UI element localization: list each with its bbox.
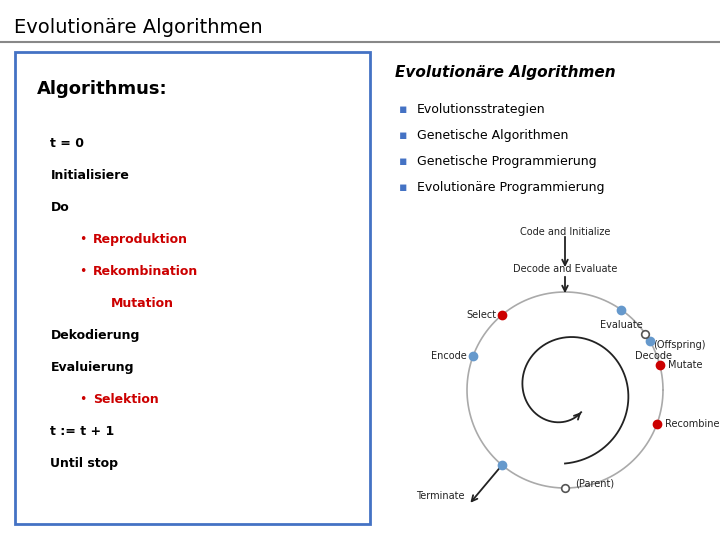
Text: Decode and Evaluate: Decode and Evaluate [513, 264, 617, 274]
FancyBboxPatch shape [15, 52, 370, 524]
Text: Select: Select [466, 310, 496, 320]
Text: Mutate: Mutate [667, 360, 702, 370]
Text: Algorithmus:: Algorithmus: [37, 80, 168, 98]
Text: Evaluate: Evaluate [600, 320, 642, 330]
Text: Evolutionsstrategien: Evolutionsstrategien [417, 103, 546, 116]
Text: Recombine: Recombine [665, 418, 719, 429]
Text: Code and Initialize: Code and Initialize [520, 227, 610, 237]
Text: •: • [79, 265, 86, 278]
Text: Selektion: Selektion [93, 393, 159, 406]
Text: t := t + 1: t := t + 1 [50, 425, 114, 438]
Text: Evolutionäre Algorithmen: Evolutionäre Algorithmen [395, 65, 616, 80]
Text: Initialisiere: Initialisiere [50, 169, 130, 182]
Text: Evolutionäre Programmierung: Evolutionäre Programmierung [417, 181, 605, 194]
Text: ▪: ▪ [399, 103, 408, 116]
Text: ▪: ▪ [399, 129, 408, 142]
Text: ▪: ▪ [399, 155, 408, 168]
Text: Dekodierung: Dekodierung [50, 329, 140, 342]
Text: Evolutionäre Algorithmen: Evolutionäre Algorithmen [14, 18, 263, 37]
Text: ▪: ▪ [399, 181, 408, 194]
Text: •: • [79, 233, 86, 246]
Text: Genetische Algorithmen: Genetische Algorithmen [417, 129, 568, 142]
Text: Decode: Decode [635, 351, 672, 361]
Text: Rekombination: Rekombination [93, 265, 198, 278]
Text: Mutation: Mutation [111, 297, 174, 310]
Text: Terminate: Terminate [416, 491, 464, 501]
Text: (Parent): (Parent) [575, 479, 614, 489]
Text: •: • [79, 393, 86, 406]
Text: (Offspring): (Offspring) [653, 340, 706, 350]
Text: Reproduktion: Reproduktion [93, 233, 188, 246]
Text: Genetische Programmierung: Genetische Programmierung [417, 155, 597, 168]
Text: t = 0: t = 0 [50, 137, 84, 150]
Text: Do: Do [50, 201, 69, 214]
Text: Until stop: Until stop [50, 457, 119, 470]
Text: Encode: Encode [431, 352, 467, 361]
Text: Evaluierung: Evaluierung [50, 361, 134, 374]
